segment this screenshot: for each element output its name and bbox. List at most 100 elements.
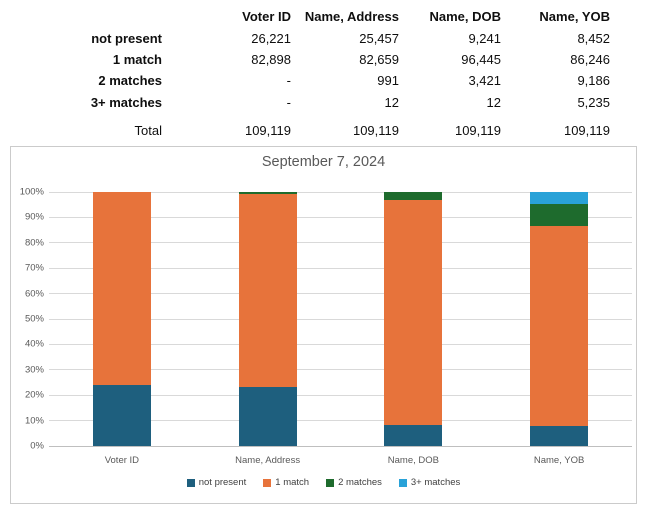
y-tick-label: 60% xyxy=(24,288,44,300)
y-tick-label: 100% xyxy=(19,186,44,198)
legend-swatch xyxy=(263,478,272,487)
stacked-bar xyxy=(384,192,443,446)
bar-slot xyxy=(486,192,632,446)
chart-title: September 7, 2024 xyxy=(261,154,386,170)
bar-segment-3-matches xyxy=(530,192,589,205)
y-tick-label: 80% xyxy=(24,237,44,249)
bar-segment-not-present xyxy=(92,384,151,446)
y-tick-label: 0% xyxy=(30,440,44,452)
total-value: 109,119 xyxy=(563,123,610,139)
x-axis-label: Name, DOB xyxy=(387,455,439,466)
gridline xyxy=(49,191,632,193)
legend-item: 3+ matches xyxy=(398,477,461,488)
y-tick-label: 90% xyxy=(24,211,44,223)
gridline xyxy=(49,318,632,320)
y-tick-label: 70% xyxy=(24,262,44,274)
table-value: - xyxy=(286,73,291,89)
table-value: 12 xyxy=(384,94,399,110)
bar-segment-2-matches xyxy=(530,204,589,226)
bar-segment-1-match xyxy=(384,200,443,425)
table-total-row: Total 109,119 109,119 109,119 109,119 xyxy=(0,120,614,141)
y-tick-label: 50% xyxy=(24,313,44,325)
total-value: 109,119 xyxy=(454,123,501,139)
table-value: 5,235 xyxy=(577,94,610,110)
gridline xyxy=(49,293,632,295)
table-value: 9,241 xyxy=(468,30,501,46)
y-tick-label: 20% xyxy=(24,389,44,401)
row-label: 2 matches xyxy=(98,73,162,89)
bar-segment-not-present xyxy=(530,426,589,446)
gridline xyxy=(49,216,632,218)
gridline xyxy=(49,420,632,422)
legend-label: 1 match xyxy=(275,477,310,488)
bar-slot xyxy=(49,192,195,446)
row-label: 1 match xyxy=(112,51,162,67)
gridline xyxy=(49,267,632,269)
legend-item: not present xyxy=(186,477,247,488)
x-axis-labels: Voter ID Name, Address Name, DOB Name, YOB xyxy=(49,455,632,466)
bar-segment-1-match xyxy=(92,192,151,385)
table-value: 12 xyxy=(486,94,501,110)
legend-label: 2 matches xyxy=(338,477,382,488)
legend-swatch xyxy=(398,478,407,487)
y-tick-label: 30% xyxy=(24,364,44,376)
stacked-bar xyxy=(530,192,589,446)
table-value: 8,452 xyxy=(577,30,610,46)
column-header: Voter ID xyxy=(242,9,291,25)
legend-label: not present xyxy=(198,477,247,488)
table-value: 82,659 xyxy=(359,51,399,67)
legend-swatch xyxy=(326,478,335,487)
table-value: 3,421 xyxy=(468,73,501,89)
table-value: 25,457 xyxy=(359,30,399,46)
bar-segment-2-matches xyxy=(238,192,297,195)
table-value: 9,186 xyxy=(577,73,610,89)
table-row: not present 26,221 25,457 9,241 8,452 xyxy=(0,27,614,48)
bar-slot xyxy=(195,192,341,446)
bar-segment-not-present xyxy=(238,386,297,446)
match-count-table: Voter ID Name, Address Name, DOB Name, YOB n… xyxy=(0,6,614,141)
y-tick-label: 40% xyxy=(24,338,44,350)
x-axis-label: Voter ID xyxy=(104,455,140,466)
table-value: 991 xyxy=(377,73,399,89)
plot-area xyxy=(49,191,632,447)
total-value: 109,119 xyxy=(352,123,399,139)
table-value: - xyxy=(286,94,291,110)
total-label: Total xyxy=(134,123,162,139)
chart-panel: September 7, 2024 0% 10% 20% 30% 40% 50% 60% 70… xyxy=(10,146,637,504)
bar-segment-2-matches xyxy=(384,192,443,201)
table-value: 82,898 xyxy=(251,51,291,67)
y-axis-ticks: 0% 10% 20% 30% 40% 50% 60% 70% 80% 90% 100% xyxy=(11,187,44,452)
row-label: 3+ matches xyxy=(90,94,162,110)
y-tick-label: 10% xyxy=(24,415,44,427)
row-label: not present xyxy=(91,30,162,46)
legend-item: 1 match xyxy=(263,477,309,488)
column-header: Name, YOB xyxy=(539,9,610,25)
column-header: Name, Address xyxy=(304,9,399,25)
table-row: 2 matches - 991 3,421 9,186 xyxy=(0,70,614,91)
column-header: Name, DOB xyxy=(429,9,501,25)
table-value: 96,445 xyxy=(461,51,501,67)
legend-item: 2 matches xyxy=(326,477,382,488)
legend-label: 3+ matches xyxy=(410,477,461,488)
bar-slot xyxy=(341,192,487,446)
x-axis-label: Name, Address xyxy=(235,455,301,466)
gridline xyxy=(49,394,632,396)
chart-legend: not present 1 match 2 matches 3+ matches xyxy=(11,477,636,488)
table-row: 1 match 82,898 82,659 96,445 86,246 xyxy=(0,49,614,70)
legend-swatch xyxy=(186,478,195,487)
table-value: 26,221 xyxy=(251,30,291,46)
bar-segment-1-match xyxy=(238,194,297,387)
stacked-bar xyxy=(92,192,151,446)
bar-segment-not-present xyxy=(384,424,443,446)
table-row: 3+ matches - 12 12 5,235 xyxy=(0,92,614,113)
table-header-row: Voter ID Name, Address Name, DOB Name, YOB xyxy=(0,6,614,27)
total-value: 109,119 xyxy=(244,123,291,139)
table-value: 86,246 xyxy=(570,51,610,67)
gridline xyxy=(49,369,632,371)
stacked-bar xyxy=(238,192,297,446)
gridline xyxy=(49,343,632,345)
bar-slots xyxy=(49,192,632,446)
gridline xyxy=(49,445,632,447)
x-axis-label: Name, YOB xyxy=(533,455,585,466)
gridline xyxy=(49,242,632,244)
